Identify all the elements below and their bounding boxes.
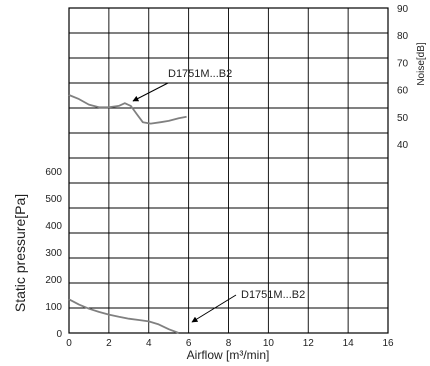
right-tick-label: 40: [397, 140, 409, 151]
left-tick-label: 0: [56, 329, 62, 340]
chart-grid: [68, 7, 389, 334]
annotation-leader: [191, 294, 237, 323]
x-tick-label: 12: [303, 338, 315, 349]
annotation-label: D1751M...B2: [241, 289, 305, 301]
annotation-label: D1751M...B2: [168, 68, 232, 80]
right-tick-label: 60: [397, 86, 409, 97]
chart-series: [68, 94, 187, 334]
plot-frame: [68, 7, 389, 334]
left-tick-label: 200: [45, 275, 62, 286]
x-tick-label: 0: [66, 338, 72, 349]
x-tick-label: 4: [146, 338, 152, 349]
left-tick-label: 600: [45, 167, 62, 178]
x-tick-label: 8: [226, 338, 232, 349]
left-tick-label: 400: [45, 221, 62, 232]
chart-annotations: D1751M...B2 D1751M...B2: [132, 68, 305, 323]
left-tick-label: 500: [45, 194, 62, 205]
left-tick-label: 300: [45, 248, 62, 259]
chart-tick-labels: 0 2 4 6 8 10 12 14 16 0 100 200 300 400 500 600 40 50 60 70…: [45, 4, 408, 349]
left-tick-label: 100: [45, 302, 62, 313]
x-tick-label: 10: [263, 338, 275, 349]
right-tick-label: 80: [397, 31, 409, 42]
right-tick-label: 70: [397, 58, 409, 69]
static-pressure-curve: [68, 298, 180, 334]
chart-axes: [68, 7, 389, 334]
x-tick-label: 16: [382, 338, 394, 349]
x-tick-label: 14: [343, 338, 355, 349]
left-axis-title: Static pressure[Pa]: [12, 194, 28, 312]
x-tick-label: 6: [186, 338, 192, 349]
right-axis-title: Noise[dB]: [416, 42, 427, 86]
noise-curve: [68, 94, 187, 125]
right-tick-label: 50: [397, 113, 409, 124]
x-tick-label: 2: [106, 338, 112, 349]
annotation-leader: [132, 82, 169, 102]
right-tick-label: 90: [397, 4, 409, 15]
x-axis-title: Airflow [m³/min]: [187, 348, 270, 362]
